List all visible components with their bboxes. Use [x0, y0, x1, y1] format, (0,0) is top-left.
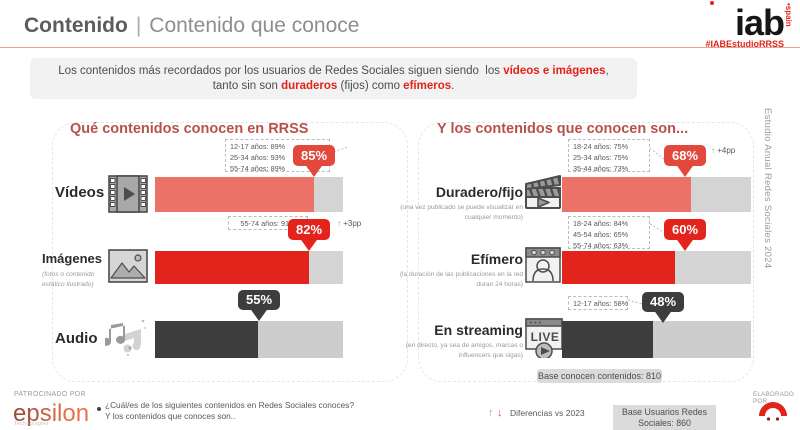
svg-text:↑: ↑ [488, 407, 494, 419]
svg-text:↓: ↓ [497, 407, 503, 419]
